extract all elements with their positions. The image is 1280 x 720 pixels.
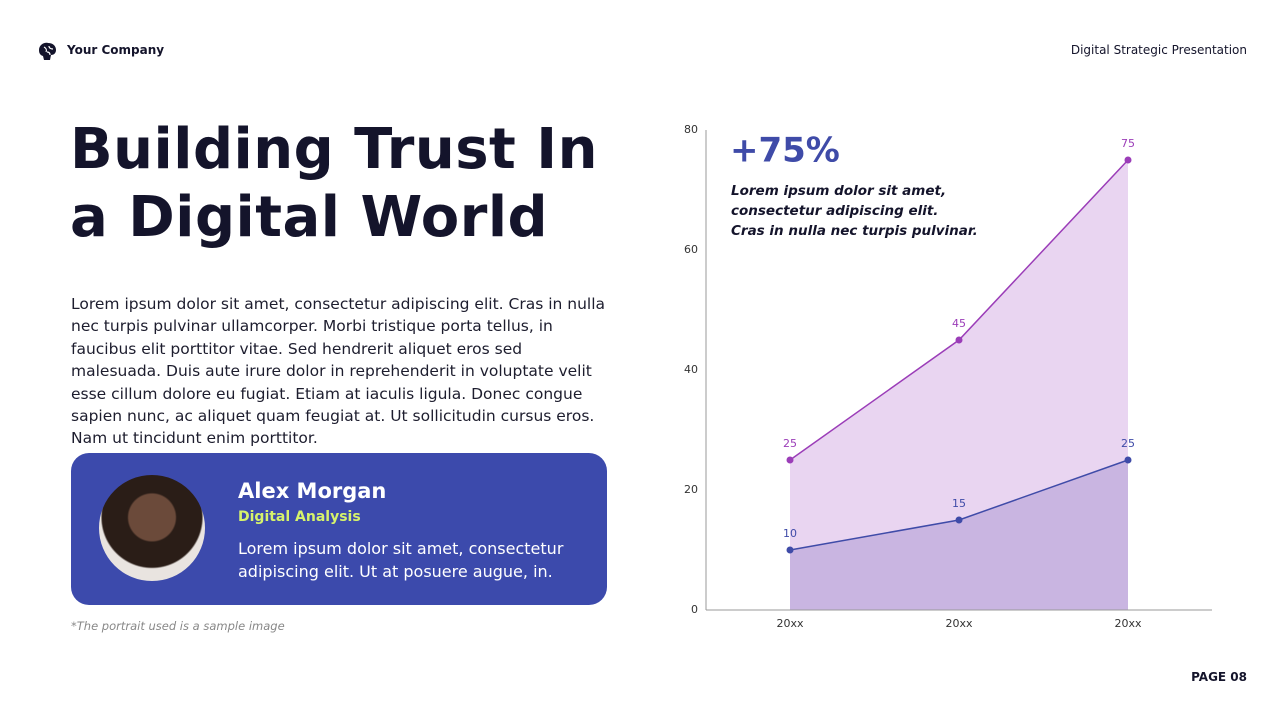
profile-name: Alex Morgan — [238, 479, 387, 503]
value-label: 45 — [952, 317, 966, 330]
headline-line: Building Trust In — [70, 117, 599, 182]
footnote: *The portrait used is a sample image — [71, 619, 285, 633]
annotation-headline: +75% — [730, 131, 840, 171]
point — [786, 456, 794, 464]
annotation-line: consectetur adipiscing elit. — [731, 203, 938, 219]
annotation-line: Cras in nulla nec turpis pulvinar. — [731, 223, 978, 239]
y-tick-label: 60 — [684, 243, 698, 256]
value-label: 15 — [952, 497, 966, 510]
point — [955, 516, 963, 524]
profile-role: Digital Analysis — [238, 509, 361, 525]
value-label: 10 — [783, 527, 797, 540]
value-label: 25 — [1121, 437, 1135, 450]
point — [786, 546, 794, 554]
value-label: 25 — [783, 437, 797, 450]
y-tick-label: 40 — [684, 363, 698, 376]
y-tick-label: 20 — [684, 483, 698, 496]
point — [955, 336, 963, 344]
point — [1124, 156, 1132, 164]
area-fill — [790, 460, 1128, 610]
y-tick-label: 80 — [684, 123, 698, 136]
logo-icon — [39, 42, 56, 60]
point — [1124, 456, 1132, 464]
profile-text: Lorem ipsum dolor sit amet, consectetur … — [238, 539, 564, 581]
headline-line: a Digital World — [70, 185, 549, 250]
page-number: PAGE 08 — [1191, 670, 1247, 684]
profile-card: Alex Morgan Digital Analysis Lorem ipsum… — [71, 453, 607, 605]
y-tick-label: 0 — [691, 603, 698, 616]
annotation-line: Lorem ipsum dolor sit amet, — [731, 183, 946, 199]
x-tick-label: 20xx — [776, 617, 804, 630]
headline: Building Trust In a Digital World — [70, 116, 598, 252]
value-label: 75 — [1121, 137, 1135, 150]
portrait — [99, 475, 205, 581]
x-tick-label: 20xx — [945, 617, 973, 630]
x-tick-label: 20xx — [1114, 617, 1142, 630]
company-name: Your Company — [67, 43, 165, 57]
body-text: Lorem ipsum dolor sit amet, consectetur … — [71, 295, 606, 448]
presentation-name: Digital Strategic Presentation — [1070, 43, 1247, 57]
